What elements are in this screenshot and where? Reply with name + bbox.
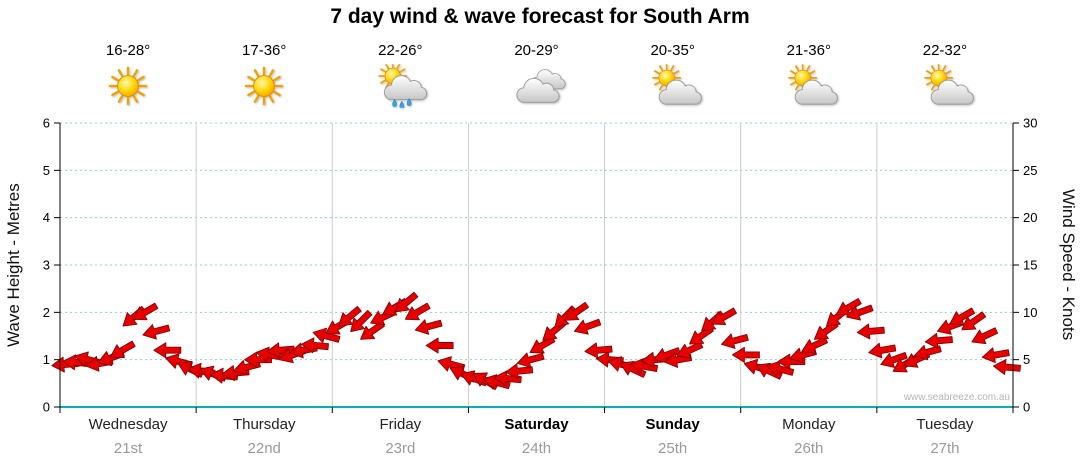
left-tick-label: 1 bbox=[43, 352, 50, 367]
wind-arrow bbox=[961, 311, 987, 331]
wind-arrow bbox=[992, 359, 1021, 375]
sun-showers-icon bbox=[371, 62, 429, 110]
wind-arrow bbox=[924, 332, 953, 349]
wind-arrow bbox=[404, 302, 431, 321]
wind-arrow bbox=[880, 351, 908, 368]
wind-arrow bbox=[564, 301, 590, 321]
wind-arrow bbox=[338, 305, 362, 327]
watermark: www.seabreeze.com.au bbox=[903, 392, 1010, 403]
wind-arrow bbox=[142, 324, 171, 340]
wind-arrow bbox=[312, 327, 341, 344]
wind-arrow bbox=[266, 342, 295, 359]
wind-arrow bbox=[653, 347, 681, 364]
day-date: 26th bbox=[794, 440, 824, 457]
wind-arrow bbox=[584, 342, 613, 359]
partly-cloudy-icon bbox=[780, 62, 838, 110]
wind-arrow bbox=[711, 307, 737, 326]
right-tick-label: 5 bbox=[1023, 352, 1030, 367]
wind-arrow bbox=[482, 374, 511, 390]
wind-arrow bbox=[868, 342, 897, 359]
left-tick-label: 3 bbox=[43, 258, 50, 273]
wind-arrow bbox=[630, 358, 659, 374]
wind-arrow bbox=[394, 291, 419, 313]
day-temp-range: 17-36° bbox=[242, 42, 287, 59]
wind-arrow bbox=[573, 318, 602, 335]
day-name: Friday bbox=[379, 416, 422, 433]
wind-arrow bbox=[619, 361, 647, 378]
right-tick-label: 25 bbox=[1023, 163, 1037, 178]
left-tick-label: 0 bbox=[43, 400, 50, 415]
day-temp-range: 16-28° bbox=[105, 42, 151, 59]
wind-arrow bbox=[766, 360, 795, 377]
day-date: 23rd bbox=[385, 440, 416, 457]
day-name: Tuesday bbox=[916, 416, 974, 433]
cloudy-icon bbox=[508, 62, 566, 110]
wind-arrow bbox=[721, 333, 749, 349]
wind-arrow bbox=[835, 298, 862, 316]
left-tick-label: 5 bbox=[43, 163, 50, 178]
day-temp-range: 21-36° bbox=[786, 42, 831, 59]
day-date: 27th bbox=[930, 440, 960, 457]
wind-arrow bbox=[731, 346, 760, 363]
wind-arrow bbox=[350, 310, 373, 333]
wind-arrow bbox=[971, 327, 999, 345]
wind-arrow bbox=[516, 352, 545, 368]
wind-arrow bbox=[300, 337, 329, 354]
day-name: Saturday bbox=[504, 416, 569, 433]
wind-arrow bbox=[493, 370, 522, 387]
chart-title: 7 day wind & wave forecast for South Arm bbox=[330, 5, 750, 28]
day-date: 25th bbox=[658, 440, 688, 457]
right-tick-label: 20 bbox=[1023, 210, 1037, 225]
wind-arrow bbox=[255, 346, 284, 363]
day-temp-range: 22-32° bbox=[922, 42, 968, 59]
right-tick-label: 30 bbox=[1023, 116, 1037, 131]
left-tick-label: 4 bbox=[43, 210, 50, 225]
wind-arrow bbox=[949, 307, 976, 326]
wind-arrow bbox=[109, 340, 136, 359]
left-tick-label: 2 bbox=[43, 305, 50, 320]
right-tick-label: 10 bbox=[1023, 305, 1037, 320]
day-name: Wednesday bbox=[88, 416, 168, 433]
wind-arrow bbox=[414, 319, 443, 335]
right-tick-label: 15 bbox=[1023, 258, 1037, 273]
sunny-icon bbox=[99, 62, 157, 110]
right-tick-label: 0 bbox=[1023, 400, 1030, 415]
day-temp-range: 22-26° bbox=[378, 42, 423, 59]
wind-arrow bbox=[856, 323, 885, 340]
partly-cloudy-icon bbox=[644, 62, 702, 110]
partly-cloudy-icon bbox=[916, 62, 974, 110]
sunny-icon bbox=[235, 62, 293, 110]
wind-arrow bbox=[425, 337, 454, 354]
day-name: Sunday bbox=[645, 416, 700, 433]
day-name: Monday bbox=[782, 416, 836, 433]
day-temp-range: 20-35° bbox=[650, 42, 695, 59]
day-date: 21st bbox=[113, 440, 143, 457]
wind-arrow bbox=[846, 304, 874, 321]
right-axis-label: Wind Speed - Knots bbox=[1059, 189, 1078, 341]
left-tick-label: 6 bbox=[43, 116, 50, 131]
day-date: 24th bbox=[521, 440, 552, 457]
day-name: Thursday bbox=[232, 416, 296, 433]
day-date: 22nd bbox=[247, 440, 281, 457]
wind-arrow bbox=[153, 342, 182, 359]
wind-arrow bbox=[981, 347, 1010, 364]
wind-arrow bbox=[132, 302, 159, 321]
day-temp-range: 20-29° bbox=[514, 42, 559, 59]
